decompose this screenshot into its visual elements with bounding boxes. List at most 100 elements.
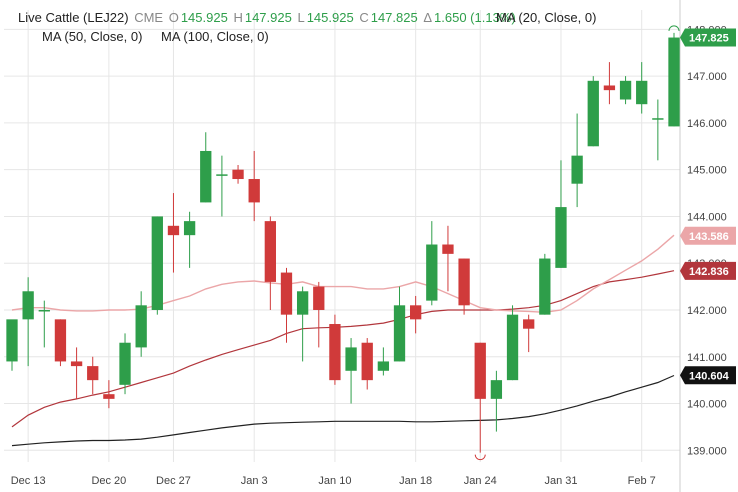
price-tags: 147.825 143.586 142.836 140.604 — [680, 28, 736, 385]
candle-body-15 — [248, 179, 260, 203]
candle-body-17 — [280, 272, 293, 315]
price-tag-label-1: 143.586 — [689, 231, 729, 243]
candle-body-27 — [442, 244, 454, 254]
candle-30 — [490, 370, 503, 432]
x-tick-label: Jan 3 — [241, 475, 268, 487]
candle-2 — [38, 300, 50, 348]
candle-body-35 — [571, 155, 583, 184]
candle-body-14 — [232, 169, 244, 180]
candle-27 — [442, 225, 454, 292]
candle-21 — [345, 338, 357, 404]
legend-row-1: Live Cattle (LEJ22) CME O 145.925 H 147.92… — [18, 10, 518, 25]
y-tick-label: 139.000 — [687, 445, 727, 457]
exchange-label: CME — [134, 10, 164, 25]
candle-32 — [523, 314, 535, 353]
candle-body-8 — [135, 305, 147, 348]
candle-31 — [506, 305, 519, 381]
ma20-line — [11, 234, 675, 314]
candle-body-11 — [183, 221, 196, 236]
candle-body-34 — [555, 207, 567, 268]
candle-body-30 — [490, 380, 503, 399]
candle-16 — [264, 216, 276, 310]
candle-body-12 — [200, 150, 212, 203]
y-tick-label: 141.000 — [687, 352, 727, 364]
y-tick-label: 145.000 — [687, 165, 727, 177]
candle-body-18 — [296, 291, 309, 315]
price-tag-bg-2 — [680, 261, 736, 280]
candle-body-6 — [103, 394, 115, 399]
high-key: H — [233, 10, 243, 25]
candle-23 — [377, 347, 390, 376]
candle-body-16 — [264, 221, 276, 282]
ma20-series — [11, 234, 675, 314]
candle-body-39 — [636, 80, 648, 105]
high-value: 147.925 — [244, 10, 292, 25]
candle-body-25 — [410, 305, 422, 320]
y-tick-label: 147.000 — [687, 71, 727, 83]
ma50-series — [11, 270, 675, 428]
grid — [4, 0, 681, 492]
candle-40 — [652, 99, 664, 161]
candle-13 — [216, 155, 228, 217]
candle-body-5 — [87, 366, 99, 381]
close-key: C — [359, 10, 369, 25]
candle-body-28 — [458, 258, 470, 306]
candle-10 — [167, 193, 180, 273]
x-tick-label: Jan 18 — [399, 475, 432, 487]
candle-0 — [6, 319, 18, 371]
low-value: 145.925 — [306, 10, 354, 25]
candle-body-24 — [393, 305, 406, 362]
price-tag-1: 143.586 — [680, 226, 736, 245]
candle-39 — [636, 62, 648, 114]
ma50-legend[interactable]: MA (50, Close, 0) — [42, 29, 143, 44]
candle-3 — [54, 319, 67, 367]
x-axis: Dec 13 Dec 20 Dec 27 Jan 3 Jan 10 Jan 18 Jan 2… — [11, 475, 656, 487]
y-tick-label: 146.000 — [687, 118, 727, 130]
open-value: 145.925 — [180, 10, 228, 25]
candle-body-2 — [38, 309, 50, 312]
open-key: O — [168, 10, 179, 25]
candle-body-38 — [619, 80, 632, 100]
candle-18 — [296, 286, 309, 362]
candle-15 — [248, 150, 260, 222]
x-tick-label: Jan 10 — [318, 475, 351, 487]
ma20-legend[interactable]: MA (20, Close, 0) — [496, 10, 597, 25]
candle-4 — [70, 347, 83, 399]
change-value: 1.650 (1.13%) — [434, 10, 516, 25]
candle-28 — [458, 258, 470, 315]
y-tick-label: 142.000 — [687, 305, 727, 317]
candle-body-22 — [361, 342, 373, 381]
price-tag-bg-3 — [680, 366, 736, 385]
price-tag-label-3: 140.604 — [689, 370, 730, 382]
ma50-line — [11, 270, 675, 428]
ma100-legend[interactable]: MA (100, Close, 0) — [161, 29, 269, 44]
candle-body-0 — [6, 319, 18, 362]
candle-19 — [313, 281, 325, 348]
candle-body-19 — [313, 286, 325, 310]
candle-body-1 — [22, 291, 34, 320]
price-tag-label-2: 142.836 — [689, 266, 729, 278]
low-marker — [474, 454, 486, 461]
candles — [6, 25, 680, 461]
candle-25 — [410, 295, 422, 334]
price-tag-bg-1 — [680, 226, 736, 245]
candle-5 — [87, 356, 99, 395]
candle-body-32 — [523, 319, 535, 329]
close-value: 147.825 — [370, 10, 418, 25]
x-tick-label: Jan 24 — [464, 475, 497, 487]
x-tick-label: Dec 27 — [156, 475, 191, 487]
symbol-label: Live Cattle (LEJ22) — [18, 10, 129, 25]
candle-body-9 — [151, 216, 163, 310]
candle-20 — [329, 314, 341, 385]
candle-body-29 — [474, 342, 486, 399]
candle-body-33 — [539, 258, 551, 315]
candle-body-40 — [652, 118, 664, 120]
high-marker — [668, 25, 680, 31]
price-tag-0: 147.825 — [680, 28, 736, 47]
candle-24 — [393, 286, 406, 362]
candle-35 — [571, 113, 583, 208]
candle-33 — [539, 253, 551, 315]
candle-body-20 — [329, 324, 341, 381]
